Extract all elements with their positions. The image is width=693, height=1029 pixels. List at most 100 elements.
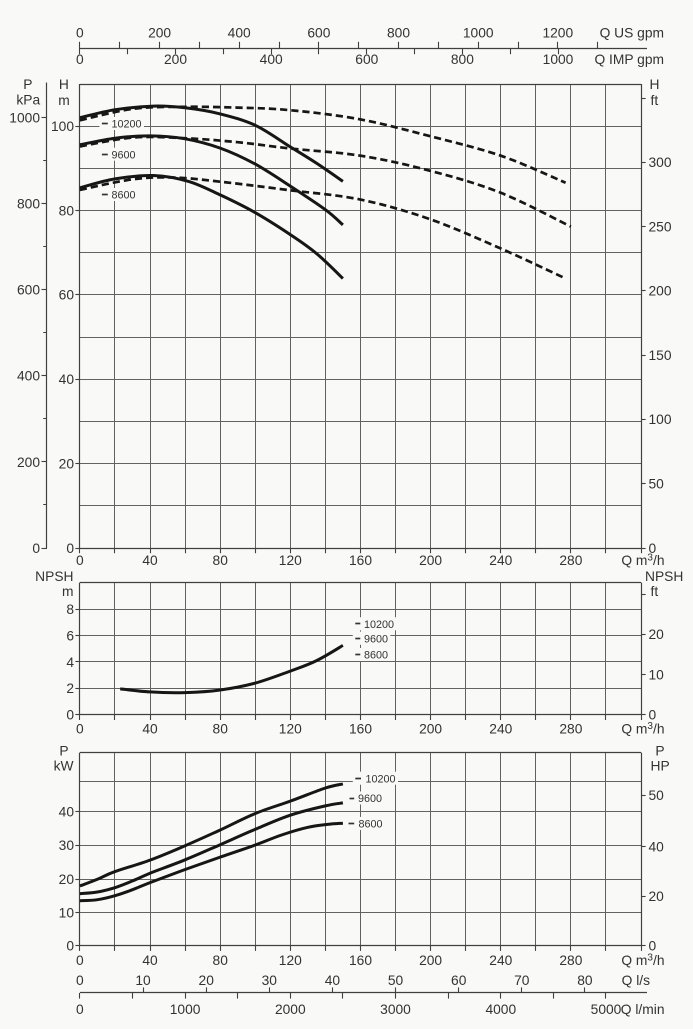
svg-text:30: 30 — [262, 973, 278, 988]
svg-text:10: 10 — [135, 973, 151, 988]
svg-text:120: 120 — [279, 722, 302, 737]
svg-text:NPSH: NPSH — [645, 569, 683, 584]
svg-text:1000: 1000 — [170, 1002, 201, 1017]
svg-text:P: P — [655, 744, 664, 759]
svg-text:800: 800 — [387, 26, 410, 41]
svg-text:60: 60 — [59, 288, 75, 303]
svg-text:600: 600 — [355, 52, 378, 67]
svg-text:0: 0 — [76, 973, 84, 988]
svg-text:1000: 1000 — [463, 26, 494, 41]
svg-text:P: P — [59, 744, 68, 759]
svg-text:40: 40 — [142, 722, 158, 737]
svg-text:250: 250 — [649, 219, 672, 234]
svg-text:240: 240 — [489, 953, 512, 968]
svg-text:9600: 9600 — [112, 149, 136, 161]
svg-text:800: 800 — [17, 197, 40, 212]
svg-text:200: 200 — [419, 953, 442, 968]
svg-text:100: 100 — [51, 119, 74, 134]
svg-text:200: 200 — [649, 284, 672, 299]
svg-text:280: 280 — [559, 553, 582, 568]
svg-text:20: 20 — [59, 872, 75, 887]
svg-text:0: 0 — [76, 553, 84, 568]
svg-text:0: 0 — [76, 52, 84, 67]
svg-text:ft: ft — [651, 584, 659, 599]
svg-text:40: 40 — [59, 372, 75, 387]
svg-text:1200: 1200 — [542, 26, 573, 41]
svg-text:8600: 8600 — [364, 650, 388, 662]
svg-text:600: 600 — [307, 26, 330, 41]
svg-text:120: 120 — [279, 553, 302, 568]
svg-text:0: 0 — [76, 1002, 84, 1017]
svg-text:0: 0 — [32, 541, 40, 556]
svg-text:1000: 1000 — [9, 111, 40, 126]
svg-text:20: 20 — [649, 889, 665, 904]
svg-text:2000: 2000 — [275, 1002, 306, 1017]
svg-text:kPa: kPa — [16, 93, 40, 108]
svg-text:160: 160 — [349, 953, 372, 968]
svg-text:0: 0 — [66, 541, 74, 556]
svg-text:70: 70 — [514, 973, 530, 988]
svg-text:m: m — [62, 584, 74, 599]
svg-text:P: P — [23, 77, 32, 92]
svg-text:50: 50 — [649, 477, 665, 492]
svg-text:4000: 4000 — [485, 1002, 516, 1017]
svg-text:280: 280 — [559, 722, 582, 737]
svg-text:H: H — [59, 77, 69, 92]
svg-text:50: 50 — [649, 788, 665, 803]
svg-text:80: 80 — [59, 203, 75, 218]
svg-text:5000: 5000 — [591, 1002, 622, 1017]
svg-text:0: 0 — [66, 708, 74, 723]
svg-text:80: 80 — [213, 722, 229, 737]
svg-text:HP: HP — [651, 759, 670, 774]
svg-text:Q l/min: Q l/min — [621, 1002, 665, 1017]
svg-text:0: 0 — [76, 953, 84, 968]
svg-text:NPSH: NPSH — [35, 569, 73, 584]
svg-text:0: 0 — [649, 541, 657, 556]
svg-text:600: 600 — [17, 283, 40, 298]
svg-text:40: 40 — [142, 953, 158, 968]
svg-text:2: 2 — [66, 681, 74, 696]
svg-text:10: 10 — [649, 667, 665, 682]
svg-text:20: 20 — [59, 456, 75, 471]
svg-text:100: 100 — [649, 412, 672, 427]
svg-text:40: 40 — [649, 840, 665, 855]
svg-text:Q IMP gpm: Q IMP gpm — [594, 52, 664, 67]
svg-text:80: 80 — [213, 553, 229, 568]
svg-text:60: 60 — [451, 973, 467, 988]
svg-text:200: 200 — [148, 26, 171, 41]
svg-text:3000: 3000 — [380, 1002, 411, 1017]
svg-text:10: 10 — [59, 906, 75, 921]
svg-text:300: 300 — [649, 155, 672, 170]
svg-text:10200: 10200 — [366, 773, 396, 785]
svg-text:200: 200 — [164, 52, 187, 67]
svg-text:kW: kW — [54, 759, 74, 774]
svg-text:40: 40 — [325, 973, 341, 988]
svg-text:0: 0 — [649, 938, 657, 953]
svg-text:0: 0 — [76, 26, 84, 41]
svg-text:30: 30 — [59, 838, 75, 853]
svg-text:20: 20 — [199, 973, 215, 988]
svg-text:10200: 10200 — [112, 119, 142, 131]
svg-text:400: 400 — [260, 52, 283, 67]
svg-text:9600: 9600 — [358, 793, 382, 805]
svg-text:400: 400 — [228, 26, 251, 41]
svg-text:Q m3/h: Q m3/h — [621, 553, 664, 569]
svg-text:160: 160 — [349, 553, 372, 568]
svg-text:H: H — [650, 77, 660, 92]
svg-text:8600: 8600 — [359, 819, 383, 831]
svg-text:120: 120 — [279, 953, 302, 968]
svg-text:160: 160 — [349, 722, 372, 737]
svg-text:800: 800 — [451, 52, 474, 67]
svg-text:400: 400 — [17, 369, 40, 384]
svg-text:0: 0 — [76, 722, 84, 737]
svg-text:4: 4 — [66, 655, 74, 670]
svg-text:200: 200 — [17, 455, 40, 470]
svg-text:40: 40 — [59, 804, 75, 819]
svg-text:6: 6 — [66, 628, 74, 643]
svg-text:240: 240 — [489, 722, 512, 737]
svg-text:0: 0 — [649, 708, 657, 723]
svg-text:80: 80 — [213, 953, 229, 968]
svg-text:9600: 9600 — [364, 633, 388, 645]
svg-text:ft: ft — [651, 93, 659, 108]
svg-text:Q m3/h: Q m3/h — [621, 953, 664, 969]
